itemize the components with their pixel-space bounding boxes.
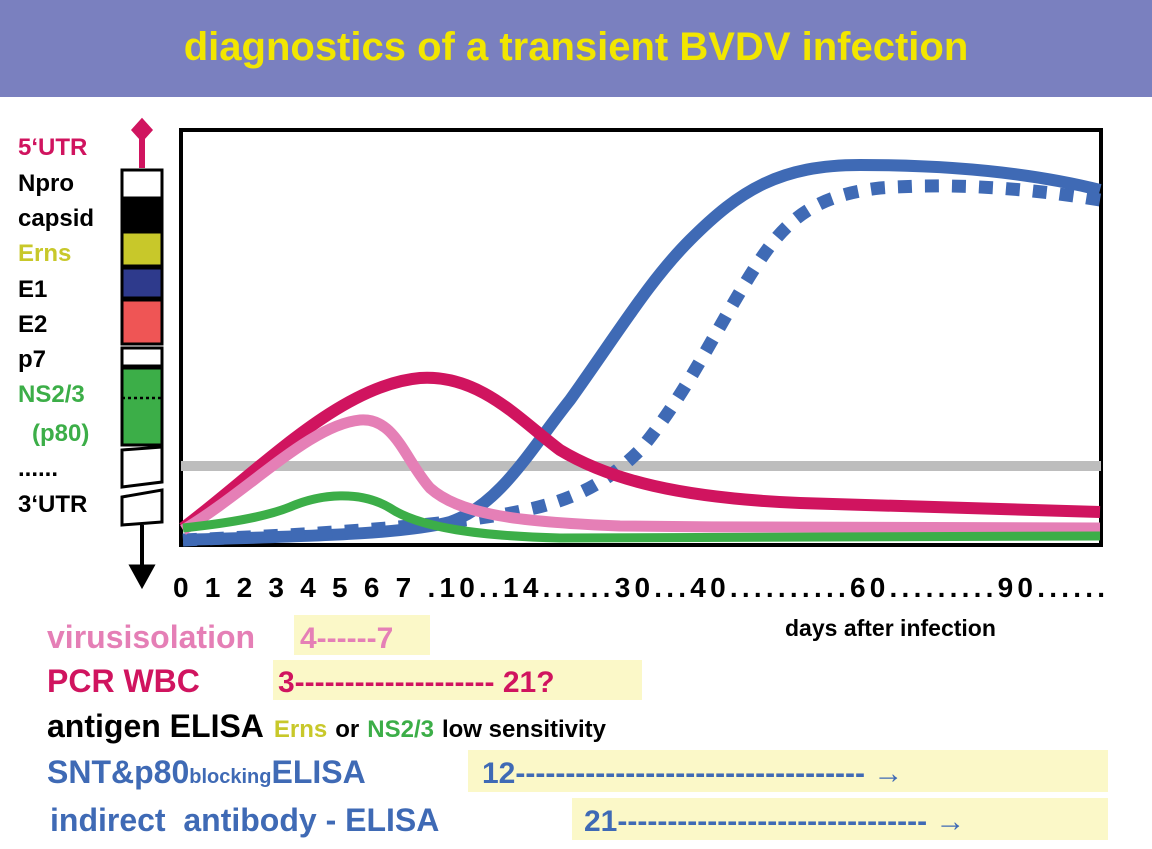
method-period: 21------------------------------- → xyxy=(584,805,965,838)
method-name: indirect antibody - ELISA xyxy=(50,802,439,838)
method-name: SNT&p80 xyxy=(47,754,189,790)
header-band xyxy=(0,0,1152,97)
curves xyxy=(179,158,1102,547)
chart-frame xyxy=(179,128,1103,547)
genome-label: (p80) xyxy=(32,420,89,447)
method-row: antigen ELISA Erns or NS2/3 low sensitivity xyxy=(47,708,607,744)
genome-label: Erns xyxy=(18,240,71,267)
period-box xyxy=(468,750,1108,792)
genome-label: E1 xyxy=(18,276,47,303)
antigen-curve xyxy=(182,491,1101,543)
method-row: SNT&p80blockingELISA xyxy=(47,754,366,790)
method-period: 3-------------------- 21? xyxy=(278,666,555,699)
x-axis-caption: days after infection xyxy=(785,615,996,641)
antigen: NS2/3 xyxy=(367,716,434,743)
genome-label: ...... xyxy=(18,455,58,482)
title: diagnostics of a transient BVDV infectio… xyxy=(184,25,969,69)
genome-label: p7 xyxy=(18,346,46,373)
genome-label: 3‘UTR xyxy=(18,491,87,518)
method-name: PCR WBC xyxy=(47,663,200,699)
genome-label: capsid xyxy=(18,205,94,232)
period-box xyxy=(273,660,642,700)
virus-curve xyxy=(180,414,1101,535)
x-axis-labels: 0 1 2 3 4 5 6 7 .10..14......30...40....… xyxy=(173,572,1105,603)
antigen: Erns xyxy=(274,716,327,743)
method-name: virusisolation xyxy=(47,619,255,655)
genome-label: E2 xyxy=(18,311,47,338)
genome-label: 5‘UTR xyxy=(18,134,87,161)
genome-bar xyxy=(120,117,164,590)
method-name: ELISA xyxy=(271,754,365,790)
method-period: 4------7 xyxy=(300,622,393,655)
note: low sensitivity xyxy=(442,716,607,743)
genome-labels: 5‘UTR Npro capsid Erns E1 E2 p7 NS2/3 (p… xyxy=(18,134,94,518)
genome-label: NS2/3 xyxy=(18,381,85,408)
pcr-curve xyxy=(179,371,1101,533)
method-name: antigen ELISA xyxy=(47,708,264,744)
method-period: 12----------------------------------- → xyxy=(482,757,903,790)
period-box xyxy=(294,615,430,655)
method-sub: blocking xyxy=(189,766,271,788)
period-box xyxy=(572,798,1108,840)
genome-label: Npro xyxy=(18,170,74,197)
conjunction: or xyxy=(335,716,359,743)
